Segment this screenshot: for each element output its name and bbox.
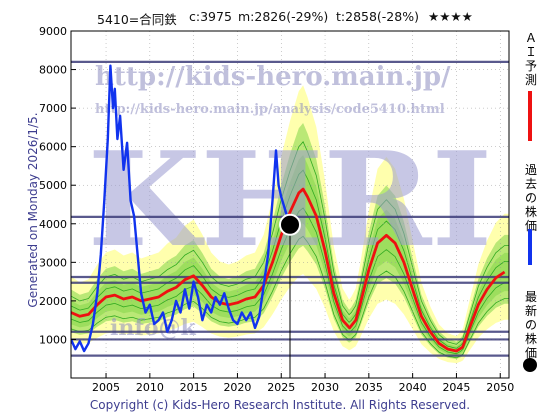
legend-past-swatch	[528, 229, 532, 265]
legend-latest-label: 最新の株価	[524, 290, 537, 360]
green-band-line-3	[71, 141, 509, 345]
y-tick-label: 4000	[39, 218, 67, 231]
marker-layer	[279, 213, 301, 378]
target-prediction: t:2858(-28%)	[336, 9, 419, 24]
green-band-line-2	[71, 169, 509, 349]
x-tick-label: 2025	[267, 381, 295, 394]
y-tick-label: 3000	[39, 256, 67, 269]
watermark-layer: KHRI http://kids-hero.main.jp/ http://ki…	[88, 62, 493, 341]
x-tick-label: 2005	[92, 381, 120, 394]
stock-code-name: 5410=合同鉄	[97, 12, 177, 27]
y-tick-label: 2000	[39, 295, 67, 308]
x-tick-label: 2040	[399, 381, 427, 394]
x-tick-label: 2020	[223, 381, 251, 394]
x-tick-label: 2030	[311, 381, 339, 394]
y-tick-label: 8000	[39, 64, 67, 77]
x-tick-label: 2050	[486, 381, 514, 394]
min-prediction: m:2826(-29%)	[238, 9, 329, 24]
chart-header: 5410=合同鉄 c:3975 m:2826(-29%) t:2858(-28%…	[0, 0, 560, 27]
legend-past: 過去の株価	[518, 163, 542, 265]
x-tick-label: 2045	[442, 381, 470, 394]
legend-past-label: 過去の株価	[524, 163, 537, 233]
rating-stars: ★★★★	[428, 9, 473, 24]
copyright-notice: Copyright (c) Kids-Hero Research Institu…	[89, 398, 471, 412]
past-price-line	[71, 64, 292, 353]
legend-latest-swatch	[523, 358, 537, 372]
y-tick-label: 7000	[39, 102, 67, 115]
legend-ai-label: ＡＩ予測	[524, 31, 537, 87]
watermark-analysis-url: http://kids-hero.main.jp/analysis/code54…	[95, 102, 445, 117]
legend-ai: ＡＩ予測	[518, 31, 542, 141]
x-tick-label: 2035	[355, 381, 383, 394]
legend-latest: 最新の株価	[518, 290, 542, 380]
axes: 1000 2000 3000 4000 5000 6000 7000 8000 9000 2005…	[39, 25, 514, 394]
x-tick-label: 2015	[180, 381, 208, 394]
x-tick-label: 2010	[136, 381, 164, 394]
series-layer	[71, 64, 506, 353]
generated-date-label: Generated on Monday 2026/1/5.	[26, 112, 40, 308]
y-tick-label: 9000	[39, 25, 67, 38]
latest-price-marker	[279, 213, 301, 236]
y-tick-label: 5000	[39, 179, 67, 192]
ai-prediction-line	[71, 187, 506, 353]
watermark-url: http://kids-hero.main.jp/	[95, 62, 451, 92]
y-tick-label: 6000	[39, 141, 67, 154]
y-tick-label: 1000	[39, 333, 67, 346]
current-price: c:3975	[189, 9, 232, 24]
legend-ai-swatch	[528, 91, 532, 141]
